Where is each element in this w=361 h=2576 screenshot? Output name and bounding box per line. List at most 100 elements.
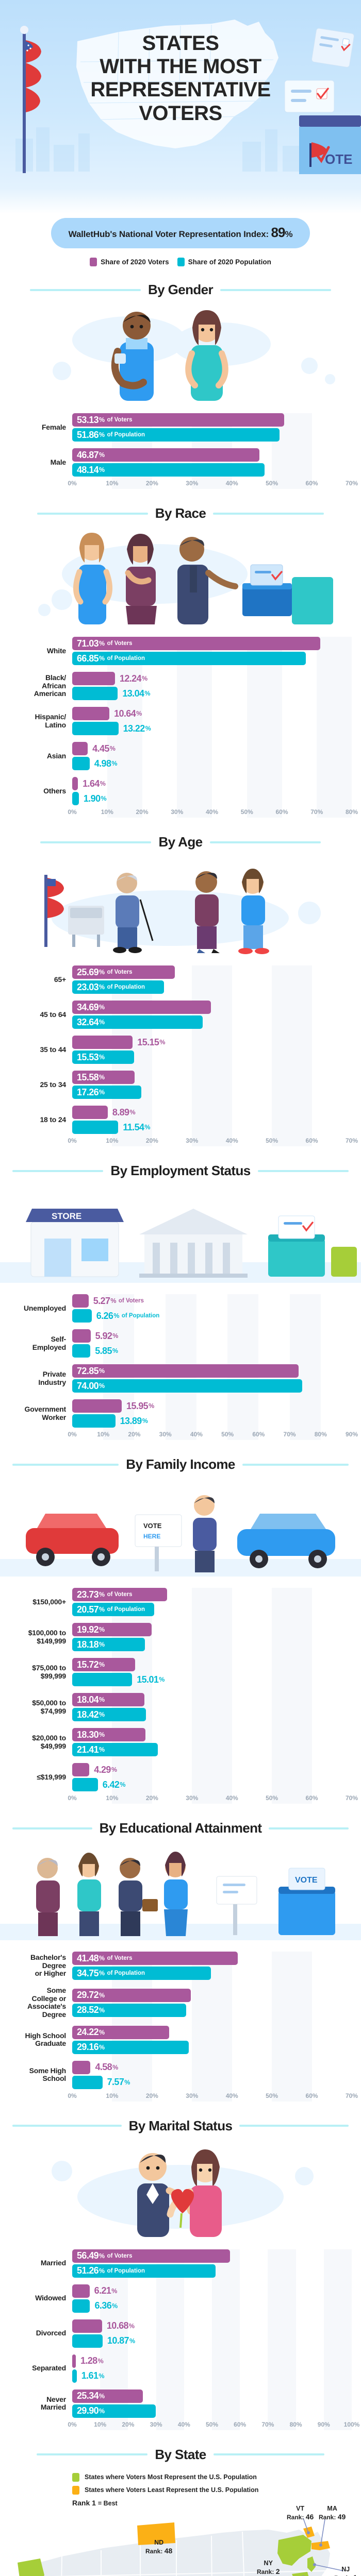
section-age: By Age 65+ 25.69% of Voters 23.03% of Popula… <box>0 822 361 1150</box>
bar-share-of-voters: 72.85% <box>72 1364 299 1378</box>
axis-tick-label: 30% <box>171 808 184 816</box>
bar-value-label: 7.57% <box>107 2077 130 2088</box>
axis-spacer <box>9 1794 72 1804</box>
chart-row: Hispanic/Latino 10.64% 13.22% <box>9 707 352 735</box>
title-rule-left-icon <box>12 1463 119 1466</box>
bar-stack: 18.04% 18.42% <box>72 1693 352 1721</box>
axis-tick-label: 50% <box>266 1794 278 1802</box>
bar-value-label: 18.30% <box>77 1729 105 1740</box>
bar-stack: 15.58% 17.26% <box>72 1071 352 1099</box>
row-label: Asian <box>46 751 66 760</box>
axis-spacer <box>9 480 72 489</box>
bar-share-of-population <box>72 2075 103 2089</box>
bar-share-of-voters: 23.73% of Voters <box>72 1588 167 1601</box>
section-title-by-state: By State <box>0 2434 361 2466</box>
row-bars: 23.73% of Voters 20.57% of Population <box>72 1588 352 1616</box>
row-label: Black/African American <box>34 673 66 698</box>
section-title-marital: By Marital Status <box>0 2106 361 2137</box>
section-heading: By Educational Attainment <box>99 1820 262 1836</box>
section-title-race: By Race <box>0 493 361 524</box>
bar-stack <box>72 2354 352 2383</box>
row-label: Separated <box>32 2364 66 2372</box>
bar-share-of-population: 48.14% <box>72 463 265 477</box>
axis-tick-label: 0% <box>68 1794 77 1802</box>
bar-value-label: 13.89% <box>120 1415 148 1426</box>
row-label: 65+ <box>54 975 66 984</box>
bar-share-of-population <box>72 1673 133 1686</box>
chart-row: Divorced 10.68% 10.87% <box>9 2319 352 2348</box>
bar-stack <box>72 1294 352 1323</box>
title-rule-left-icon <box>37 2453 148 2456</box>
map-leader-lines <box>303 2518 344 2571</box>
row-bars: 41.48% of Voters 34.75% of Population <box>72 1952 352 1980</box>
bar-value-label: 48.14% <box>77 464 105 475</box>
map-state-ny <box>277 2534 311 2566</box>
row-label: Widowed <box>35 2294 66 2302</box>
ballot-paper-icon <box>311 28 354 67</box>
row-bars: 34.69% 32.64% <box>72 1001 352 1029</box>
chart-rows: $150,000+ 23.73% of Voters 20.57% of Populat… <box>9 1588 352 1791</box>
axis-tick-label: 40% <box>225 480 238 487</box>
bar-stack: 15.53% <box>72 1036 352 1064</box>
rank-note: Rank 1 = Best <box>72 2499 361 2507</box>
section-heading: By Marital Status <box>128 2117 233 2133</box>
legend-label-voters: Share of 2020 Voters <box>101 258 169 266</box>
row-bars: 4.29% 6.42% <box>72 1763 352 1791</box>
bar-value-label: 34.69% <box>77 1002 105 1012</box>
row-bars: 71.03% of Voters 66.85% of Population <box>72 637 352 665</box>
row-label: Male <box>50 457 67 466</box>
map-label-ny: NY Rank: 2 <box>257 2559 280 2575</box>
bar-stack <box>72 777 352 805</box>
chart-age: 65+ 25.69% of Voters 23.03% of Population 45 … <box>0 960 361 1150</box>
map-state-nd <box>137 2522 175 2545</box>
axis-tick-label: 20% <box>128 1431 141 1438</box>
bar-stack: 41.48% of Voters 34.75% of Population <box>72 1952 352 1980</box>
axis-tick-label: 30% <box>186 1794 199 1802</box>
axis-tick-label: 0% <box>68 1137 77 1144</box>
bar-stack <box>72 1106 352 1134</box>
axis-tick-label: 20% <box>145 2092 158 2099</box>
bar-value-label: 29.90% <box>77 2405 105 2416</box>
axis-tick-label: 80% <box>289 2420 302 2428</box>
map-state-borders <box>45 2531 326 2576</box>
bar-value-label: 28.52% <box>77 2005 105 2015</box>
title-line-1: STATES <box>142 32 219 55</box>
map-label-vt: VT Rank: 46 <box>287 2504 314 2521</box>
axis-tick-label: 70% <box>261 2420 274 2428</box>
row-bars: 56.49% of Voters 51.26% of Population <box>72 2249 352 2278</box>
chart-income: $150,000+ 23.73% of Voters 20.57% of Populat… <box>0 1583 361 1808</box>
axis-tick-label: 70% <box>345 2092 358 2099</box>
map-leader-dots <box>302 2531 322 2576</box>
axis-tick-label: 70% <box>345 1137 358 1144</box>
axis-tick-label: 50% <box>205 2420 219 2428</box>
bar-value-label: 1.64% <box>83 778 106 789</box>
axis-tick-label: 70% <box>345 1794 358 1802</box>
row-bars: 25.69% of Voters 23.03% of Population <box>72 965 352 994</box>
section-heading: By Employment Status <box>110 1163 251 1178</box>
axis-tick-label: 60% <box>305 1794 318 1802</box>
axis-tick-label: 60% <box>252 1431 265 1438</box>
chart-x-axis: 0% 10% 20% 30% 40% 50% 60% 70% 80% 90% 100% <box>9 2420 359 2430</box>
axis-tick-label: 50% <box>266 1137 278 1144</box>
row-bars: 4.58% 7.57% <box>72 2060 352 2089</box>
map-legend-best-label: States where Voters Most Represent the U… <box>85 2473 257 2481</box>
row-label: 18 to 24 <box>40 1115 66 1124</box>
bar-value-label: 4.58% <box>95 2062 118 2073</box>
row-label: Hispanic/Latino <box>35 712 67 729</box>
axis-tick-label: 60% <box>275 808 288 816</box>
row-label: Never Married <box>40 2395 66 2412</box>
bar-share-of-voters: 53.13% of Voters <box>72 413 285 427</box>
bar-stack: 53.13% of Voters 51.86% of Population <box>72 413 352 442</box>
axis-tick-label: 0% <box>68 480 77 487</box>
bar-value-label: 10.68% <box>106 2320 135 2331</box>
title-rule-left-icon <box>40 841 152 843</box>
section-gender: By Gender Female 53.13% of Voters 51.86% of … <box>0 269 361 493</box>
map-state-md <box>292 2571 309 2576</box>
axis-tick-label: 60% <box>234 2420 247 2428</box>
row-label: Private Industry <box>38 1369 66 1386</box>
axis-tick-label: 60% <box>305 2092 318 2099</box>
row-bars: 5.92% 5.85% <box>72 1329 352 1358</box>
row-bars: 5.27% of Voters 6.26% of Population <box>72 1294 352 1323</box>
bar-share-of-voters <box>72 1036 133 1049</box>
